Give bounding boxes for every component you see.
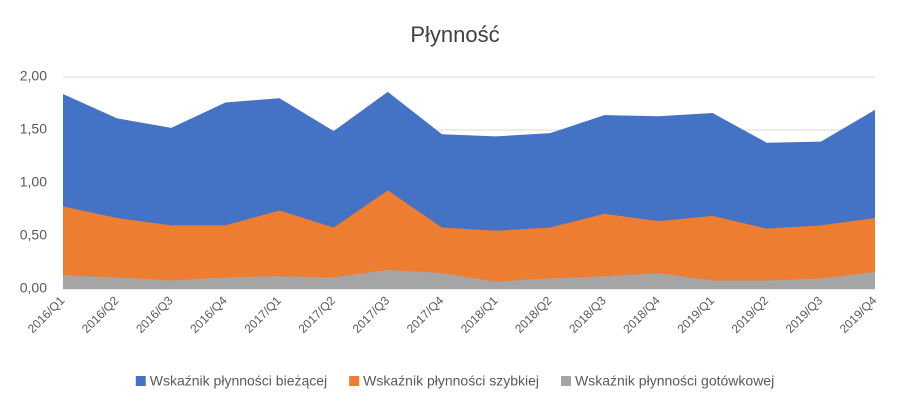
x-tick-label: 2018/Q1 — [458, 293, 501, 336]
legend-label: Wskaźnik płynności bieżącej — [150, 373, 327, 389]
x-tick-label: 2018/Q4 — [620, 293, 663, 336]
y-tick-label: 0,00 — [20, 280, 47, 296]
area — [63, 269, 875, 289]
x-tick-label: 2016/Q2 — [79, 293, 122, 336]
y-tick-label: 1,00 — [20, 174, 47, 190]
chart-title: Płynność — [410, 22, 499, 47]
x-tick-label: 2017/Q1 — [241, 293, 284, 336]
x-tick-label: 2017/Q3 — [350, 293, 393, 336]
legend-label: Wskaźnik płynności gotówkowej — [575, 373, 774, 389]
y-tick-label: 1,50 — [20, 121, 47, 137]
y-tick-label: 2,00 — [20, 68, 47, 84]
x-tick-label: 2017/Q2 — [296, 293, 339, 336]
x-tick-label: 2018/Q3 — [566, 293, 609, 336]
legend-label: Wskaźnik płynności szybkiej — [363, 373, 539, 389]
x-tick-label: 2016/Q4 — [187, 293, 230, 336]
x-tick-label: 2019/Q2 — [729, 293, 772, 336]
legend-swatch — [349, 376, 360, 386]
x-tick-label: 2019/Q3 — [783, 293, 826, 336]
legend-swatch — [561, 376, 572, 386]
x-tick-label: 2019/Q4 — [837, 293, 880, 336]
x-tick-label: 2016/Q3 — [133, 293, 176, 336]
x-tick-label: 2017/Q4 — [404, 293, 447, 336]
y-tick-label: 0,50 — [20, 227, 47, 243]
legend-swatch — [135, 376, 146, 386]
x-tick-label: 2016/Q1 — [25, 293, 68, 336]
x-tick-label: 2018/Q2 — [512, 293, 555, 336]
area — [63, 190, 875, 289]
x-tick-label: 2019/Q1 — [675, 293, 718, 336]
